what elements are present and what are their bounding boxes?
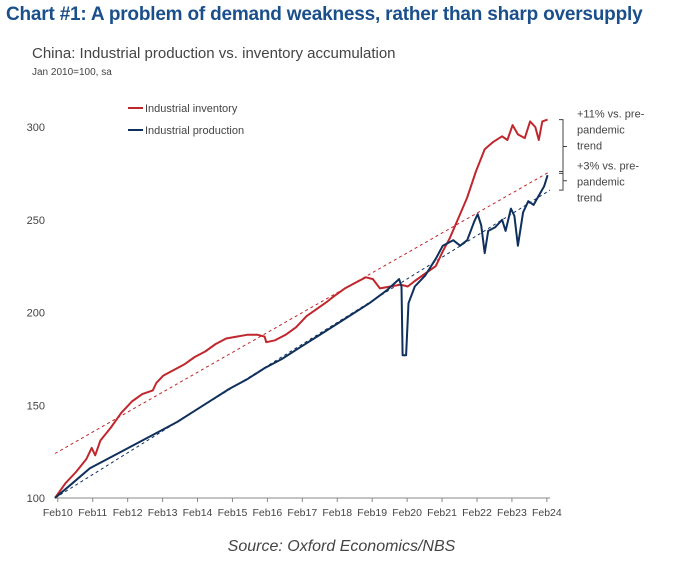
- x-tick-label: Feb24: [532, 507, 562, 519]
- x-tick-label: Feb22: [462, 507, 492, 519]
- production-trend-line: [54, 189, 551, 499]
- x-tick-label: Feb19: [357, 507, 387, 519]
- chart-series: [54, 118, 551, 499]
- inventory-trend-line: [54, 171, 551, 454]
- y-tick-label: 250: [27, 215, 45, 227]
- y-tick-label: 150: [27, 400, 45, 412]
- chart-annotations: +11% vs. pre-pandemic trend +3% vs. pre-pa…: [559, 109, 645, 205]
- production-series-line: [54, 174, 549, 499]
- inventory-series-line: [54, 118, 548, 499]
- y-tick-label: 300: [27, 122, 45, 134]
- x-tick-label: Feb21: [427, 507, 457, 519]
- x-tick-label: Feb10: [43, 507, 73, 519]
- x-tick-label: Feb20: [392, 507, 422, 519]
- x-tick-label: Feb14: [183, 507, 213, 519]
- chart-subtitle: China: Industrial production vs. invento…: [32, 45, 396, 62]
- annotation-text: pandemic: [577, 177, 625, 189]
- annotation-text: pandemic: [577, 125, 625, 137]
- annotation-text: +3% vs. pre-: [577, 161, 639, 173]
- x-tick-label: Feb18: [322, 507, 352, 519]
- annotation-bracket: [559, 171, 567, 191]
- x-tick-label: Feb13: [148, 507, 178, 519]
- y-tick-label: 100: [27, 493, 45, 505]
- source-note: Source: Oxford Economics/NBS: [227, 538, 456, 555]
- legend-label: Industrial production: [145, 125, 244, 137]
- chart-units: Jan 2010=100, sa: [32, 67, 112, 78]
- annotation-bracket: [559, 119, 567, 174]
- chart-legend: Industrial inventory Industrial productio…: [128, 103, 244, 137]
- x-tick-label: Feb15: [218, 507, 248, 519]
- x-tick-label: Feb12: [113, 507, 143, 519]
- annotation-text: trend: [577, 141, 602, 153]
- chart-heading: Chart #1: A problem of demand weakness, …: [6, 4, 643, 25]
- legend-label: Industrial inventory: [145, 103, 238, 115]
- x-tick-label: Feb23: [497, 507, 527, 519]
- y-tick-label: 200: [27, 308, 45, 320]
- x-tick-label: Feb11: [78, 507, 107, 519]
- x-tick-label: Feb16: [253, 507, 283, 519]
- x-tick-label: Feb17: [287, 507, 317, 519]
- annotation-text: +11% vs. pre-: [577, 109, 645, 121]
- chart-axes: 100 150 200 250 300 Feb10 Feb11 Feb12 Feb13 Feb14…: [27, 122, 562, 519]
- annotation-text: trend: [577, 193, 602, 205]
